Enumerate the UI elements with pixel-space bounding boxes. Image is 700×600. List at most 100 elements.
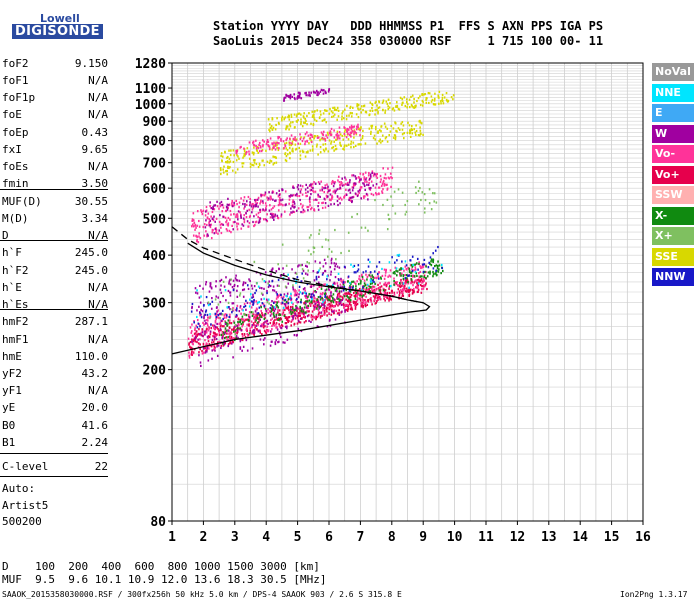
- echo-point: [436, 273, 438, 277]
- echo-point: [194, 333, 197, 336]
- echo-point: [263, 287, 265, 290]
- echo-point: [367, 291, 370, 295]
- echo-point: [254, 200, 257, 203]
- echo-point: [277, 318, 279, 321]
- echo-point: [339, 183, 341, 187]
- param-name: foF1p: [2, 91, 36, 104]
- echo-point: [224, 327, 227, 330]
- echo-point: [285, 159, 288, 163]
- echo-point: [295, 281, 297, 285]
- echo-point: [317, 309, 320, 312]
- echo-point: [377, 131, 379, 134]
- echo-point: [293, 323, 296, 326]
- legend-nne: NNE: [652, 83, 694, 102]
- echo-point: [317, 153, 319, 156]
- echo-point: [370, 275, 372, 278]
- echo-point: [249, 302, 251, 305]
- param-name: foF2: [2, 57, 29, 70]
- legend-w: W: [652, 124, 694, 143]
- echo-point: [326, 325, 329, 328]
- echo-point: [317, 313, 320, 316]
- echo-point: [227, 216, 230, 220]
- echo-point: [364, 284, 367, 287]
- echo-point: [417, 189, 420, 193]
- echo-point: [208, 343, 211, 346]
- echo-point: [226, 322, 228, 325]
- echo-point: [276, 304, 279, 307]
- echo-point: [220, 344, 223, 347]
- echo-point: [420, 266, 422, 269]
- echo-point: [336, 195, 339, 198]
- echo-point: [192, 338, 195, 341]
- echo-point: [424, 277, 427, 280]
- echo-point: [340, 198, 343, 201]
- echo-point: [364, 180, 366, 183]
- echo-point: [306, 123, 308, 126]
- echo-point: [374, 290, 376, 293]
- echo-point: [319, 110, 322, 113]
- echo-point: [288, 202, 290, 205]
- echo-point: [257, 196, 260, 199]
- echo-point: [392, 272, 395, 275]
- echo-point: [303, 306, 306, 309]
- echo-point: [246, 318, 249, 321]
- param-value: 110.0: [74, 350, 108, 363]
- echo-point: [309, 149, 312, 152]
- echo-point: [387, 107, 390, 111]
- echo-point: [306, 114, 308, 118]
- echo-point: [272, 323, 275, 326]
- echo-point: [336, 284, 339, 287]
- echo-point: [236, 149, 238, 152]
- echo-point: [222, 215, 224, 218]
- echo-point: [319, 316, 322, 319]
- echo-point: [370, 285, 372, 289]
- echo-point: [354, 307, 357, 310]
- echo-point: [427, 92, 430, 95]
- echo-point: [305, 183, 308, 187]
- echo-point: [257, 330, 260, 333]
- echo-point: [206, 327, 208, 330]
- echo-point: [432, 275, 434, 278]
- echo-point: [235, 336, 238, 339]
- echo-point: [435, 269, 437, 272]
- echo-point: [288, 95, 290, 99]
- echo-point: [232, 356, 234, 359]
- echo-point: [326, 109, 328, 112]
- echo-point: [363, 184, 366, 188]
- echo-point: [388, 106, 391, 109]
- x-tick-label: 5: [294, 530, 302, 545]
- echo-point: [221, 313, 224, 316]
- echo-point: [290, 292, 292, 295]
- echo-point: [377, 192, 380, 195]
- echo-point: [309, 196, 311, 199]
- echo-point: [243, 196, 246, 199]
- echo-point: [292, 308, 294, 312]
- echo-point: [283, 99, 286, 102]
- echo-point: [369, 132, 372, 135]
- echo-point: [227, 329, 229, 332]
- echo-point: [374, 138, 377, 141]
- echo-point: [347, 292, 350, 295]
- echo-point: [232, 228, 235, 231]
- echo-point: [241, 308, 243, 311]
- echo-point: [270, 310, 273, 313]
- echo-point: [317, 281, 320, 284]
- echo-point: [408, 124, 411, 127]
- echo-point: [330, 301, 333, 304]
- echo-point: [318, 305, 320, 308]
- legend-ssw: SSW: [652, 186, 694, 204]
- echo-point: [397, 284, 399, 287]
- echo-point: [382, 167, 384, 170]
- param-value: 0.43: [81, 126, 109, 139]
- echo-point: [349, 199, 352, 202]
- echo-point: [365, 288, 367, 291]
- echo-point: [382, 179, 385, 182]
- echo-point: [385, 268, 388, 272]
- echo-point: [362, 304, 365, 308]
- echo-point: [327, 274, 329, 277]
- echo-point: [324, 295, 326, 299]
- echo-point: [283, 303, 286, 306]
- echo-point: [366, 276, 369, 279]
- echo-point: [329, 189, 331, 192]
- echo-point: [330, 273, 332, 276]
